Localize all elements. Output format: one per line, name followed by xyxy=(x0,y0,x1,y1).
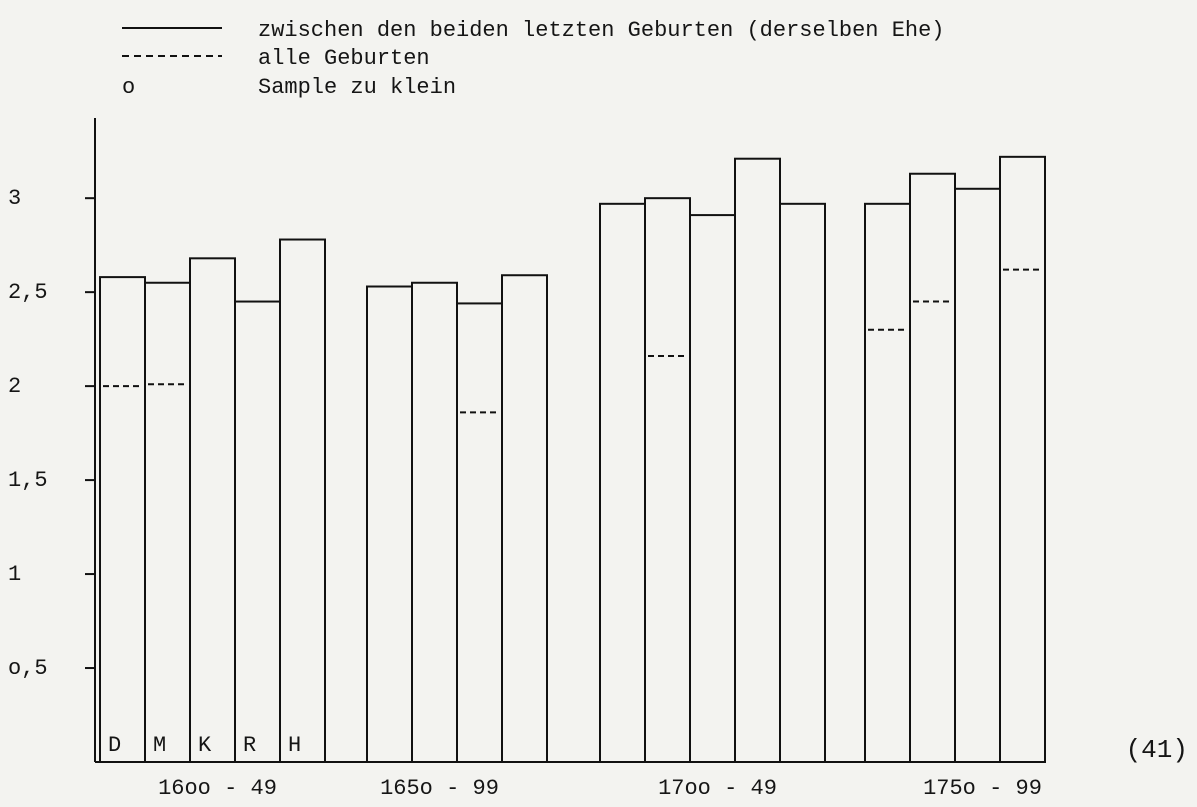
period-label: 17oo - 49 xyxy=(658,776,777,801)
y-tick-label: o,5 xyxy=(8,656,48,681)
period-label: 16oo - 49 xyxy=(158,776,277,801)
x-tick-label: M xyxy=(153,733,166,758)
legend-label: zwischen den beiden letzten Geburten (de… xyxy=(258,18,945,43)
x-tick-label: H xyxy=(288,733,301,758)
legend-symbol: o xyxy=(122,75,135,100)
y-tick-label: 1,5 xyxy=(8,468,48,493)
period-label: 175o - 99 xyxy=(923,776,1042,801)
bar xyxy=(279,238,326,763)
bar xyxy=(779,202,826,764)
bar xyxy=(999,155,1046,763)
period-label: 165o - 99 xyxy=(380,776,499,801)
x-tick-label: R xyxy=(243,733,256,758)
bar xyxy=(501,274,548,763)
x-tick-label: K xyxy=(198,733,212,758)
x-tick-label: D xyxy=(108,733,121,758)
legend-label: Sample zu klein xyxy=(258,75,456,100)
legend-label: alle Geburten xyxy=(258,46,430,71)
y-tick-label: 1 xyxy=(8,562,21,587)
y-tick-label: 2 xyxy=(8,374,21,399)
y-tick-label: 2,5 xyxy=(8,280,48,305)
y-tick-label: 3 xyxy=(8,186,21,211)
page-number: (41) xyxy=(1126,735,1188,765)
